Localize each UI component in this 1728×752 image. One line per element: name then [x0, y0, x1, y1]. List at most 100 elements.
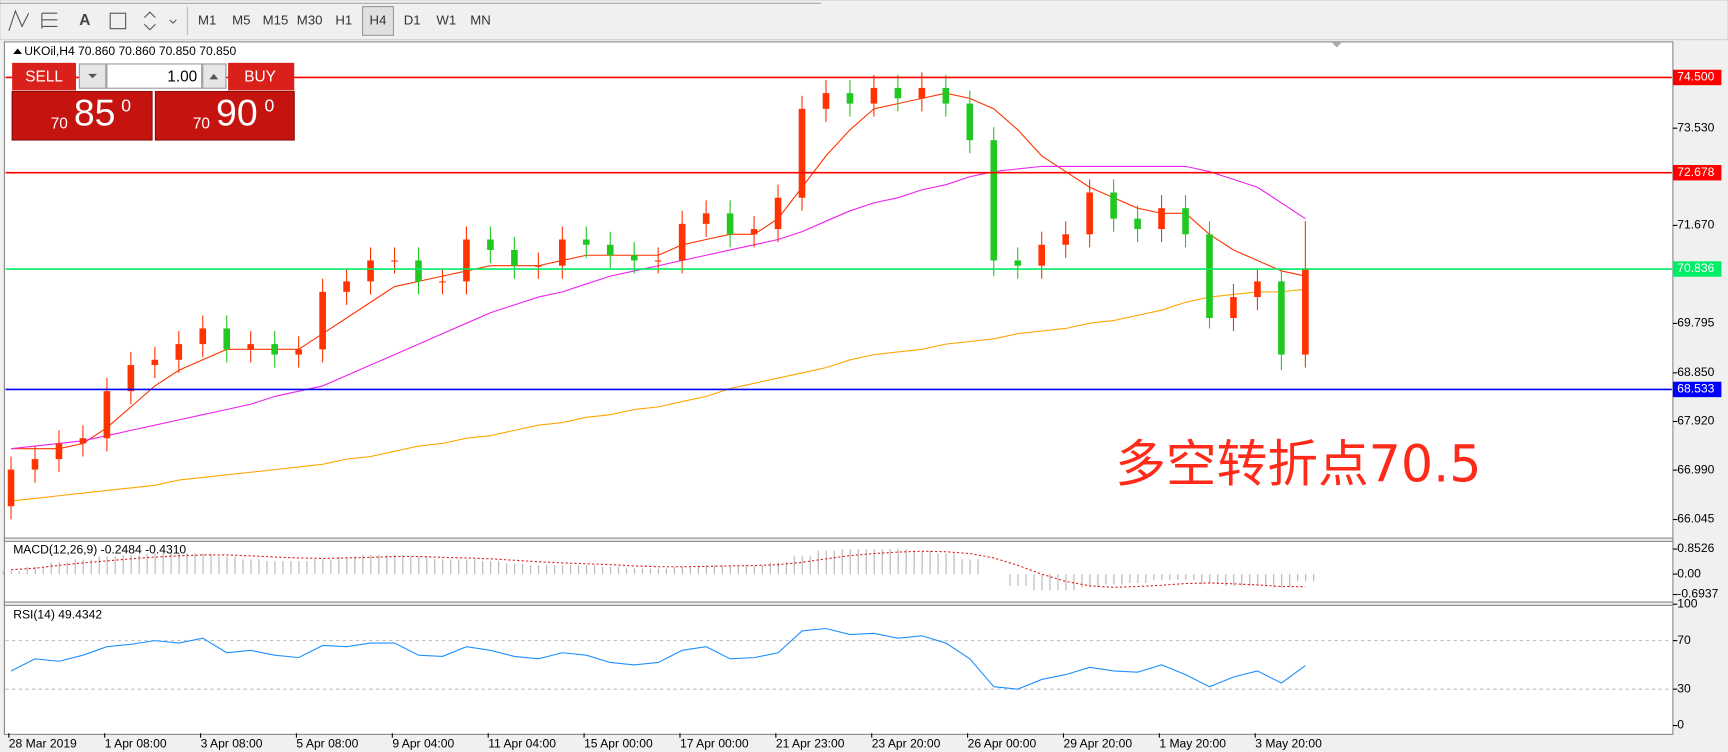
x-tick-label: 3 May 20:00 — [1255, 736, 1322, 750]
timeframe-button[interactable]: M15 — [263, 12, 289, 27]
candle-body — [463, 239, 470, 282]
buy-button[interactable] — [228, 62, 295, 91]
sell-label: SELL — [25, 68, 63, 85]
collapse-icon[interactable] — [13, 48, 23, 55]
y-tick-label: 70 — [1677, 633, 1691, 647]
candle-body — [918, 87, 926, 99]
x-tick-label: 9 Apr 04:00 — [392, 736, 454, 750]
y-tick-label: 66.990 — [1677, 462, 1714, 476]
candle-body — [175, 344, 183, 360]
candle-body — [798, 108, 806, 198]
candle-body — [319, 291, 326, 350]
arrows-tool-icon[interactable] — [143, 11, 177, 31]
candle-body — [894, 87, 902, 99]
candle-body — [31, 459, 39, 470]
x-tick-label: 1 Apr 08:00 — [105, 736, 167, 750]
tool-icons — [8, 6, 188, 36]
timeframe-button[interactable]: W1 — [436, 12, 456, 27]
label-tool-icon[interactable] — [109, 12, 127, 30]
candle-body — [582, 239, 590, 245]
candle-body — [1134, 218, 1141, 230]
price-level-label: 68.533 — [1677, 382, 1714, 396]
candle-body — [1110, 192, 1117, 219]
y-tick-label: 0.8526 — [1677, 541, 1714, 555]
y-tick-label: 66.045 — [1677, 512, 1714, 526]
candle-body — [1086, 192, 1093, 235]
candle-body — [942, 87, 950, 104]
candle-body — [271, 344, 278, 355]
x-tick-label: 11 Apr 04:00 — [488, 736, 556, 750]
timeframe-button[interactable]: M1 — [198, 12, 216, 27]
candle-body — [343, 281, 350, 292]
timeframe-button[interactable]: MN — [470, 12, 491, 27]
sell-button[interactable] — [12, 62, 77, 91]
line-tool-icon[interactable] — [8, 9, 30, 32]
candle-body — [391, 260, 398, 262]
candle-body — [702, 213, 710, 224]
text-tool[interactable]: A — [79, 12, 90, 29]
x-tick-label: 28 Mar 2019 — [9, 736, 77, 750]
candle-body — [750, 229, 758, 235]
toolbar — [0, 0, 1728, 41]
candle-body — [199, 328, 207, 345]
price-level-label: 74.500 — [1677, 70, 1714, 84]
timeframe-active — [362, 6, 394, 36]
x-tick-label: 26 Apr 00:00 — [968, 736, 1037, 750]
rsi-line — [10, 627, 1306, 690]
candle-body — [367, 260, 374, 282]
candle-body — [487, 239, 494, 250]
y-tick-label: -0.6937 — [1677, 587, 1718, 601]
candle-body — [151, 359, 159, 366]
x-tick-label: 21 Apr 23:00 — [776, 736, 845, 750]
sell-price-box[interactable] — [11, 90, 153, 141]
candle-body — [559, 239, 566, 266]
timeframe-button[interactable]: H4 — [370, 12, 387, 27]
price-level-tag — [1672, 261, 1722, 277]
fibo-tool-icon[interactable] — [41, 12, 58, 29]
volume-input[interactable] — [106, 63, 203, 89]
candle-body — [439, 281, 446, 283]
buy-price-big: 70 — [193, 116, 210, 133]
candle-body — [726, 213, 734, 235]
candle-body — [223, 328, 231, 350]
price-level-tag — [1672, 381, 1722, 398]
buy-price-box[interactable] — [154, 90, 295, 141]
price-level-label: 70.836 — [1677, 261, 1714, 275]
candle-body — [1038, 244, 1046, 266]
dropdown-arrow — [88, 73, 97, 79]
y-tick-label: 69.795 — [1677, 316, 1714, 330]
timeframe-button[interactable]: H1 — [335, 12, 352, 27]
candle-body — [1206, 234, 1213, 318]
x-tick-label: 5 Apr 08:00 — [296, 736, 358, 750]
timeframe-button[interactable]: D1 — [404, 12, 421, 27]
price-level-tag — [1672, 69, 1722, 86]
candle-body — [415, 260, 422, 282]
y-tick-label: 30 — [1677, 681, 1691, 695]
y-tick-label: 71.670 — [1677, 218, 1714, 232]
x-tick-label: 29 Apr 20:00 — [1063, 736, 1132, 750]
panel-separator — [3, 537, 1674, 542]
candle-body — [822, 93, 830, 109]
candle-body — [678, 223, 686, 261]
candle-body — [774, 197, 782, 230]
x-tick-label: 23 Apr 20:00 — [872, 736, 941, 750]
x-tick-label: 15 Apr 00:00 — [584, 736, 653, 750]
candle-body — [1014, 260, 1022, 266]
timeframe-button[interactable]: M5 — [232, 12, 250, 27]
candle-body — [1254, 281, 1261, 298]
candle-body — [511, 249, 518, 266]
candle-body — [535, 265, 542, 267]
candle-body — [55, 443, 63, 460]
chart-title: UKOil,H4 70.860 70.860 70.850 70.850 — [24, 44, 236, 58]
price-level-tag — [1672, 164, 1722, 181]
y-tick-label: 0.00 — [1677, 566, 1701, 580]
y-tick-label: 0 — [1677, 718, 1684, 732]
candle-body — [630, 255, 638, 261]
rsi-title: RSI(14) 49.4342 — [13, 607, 102, 621]
candle-body — [966, 103, 974, 141]
candle-body — [990, 140, 998, 261]
candle-body — [127, 365, 135, 392]
timeframe-button[interactable]: M30 — [297, 12, 323, 27]
